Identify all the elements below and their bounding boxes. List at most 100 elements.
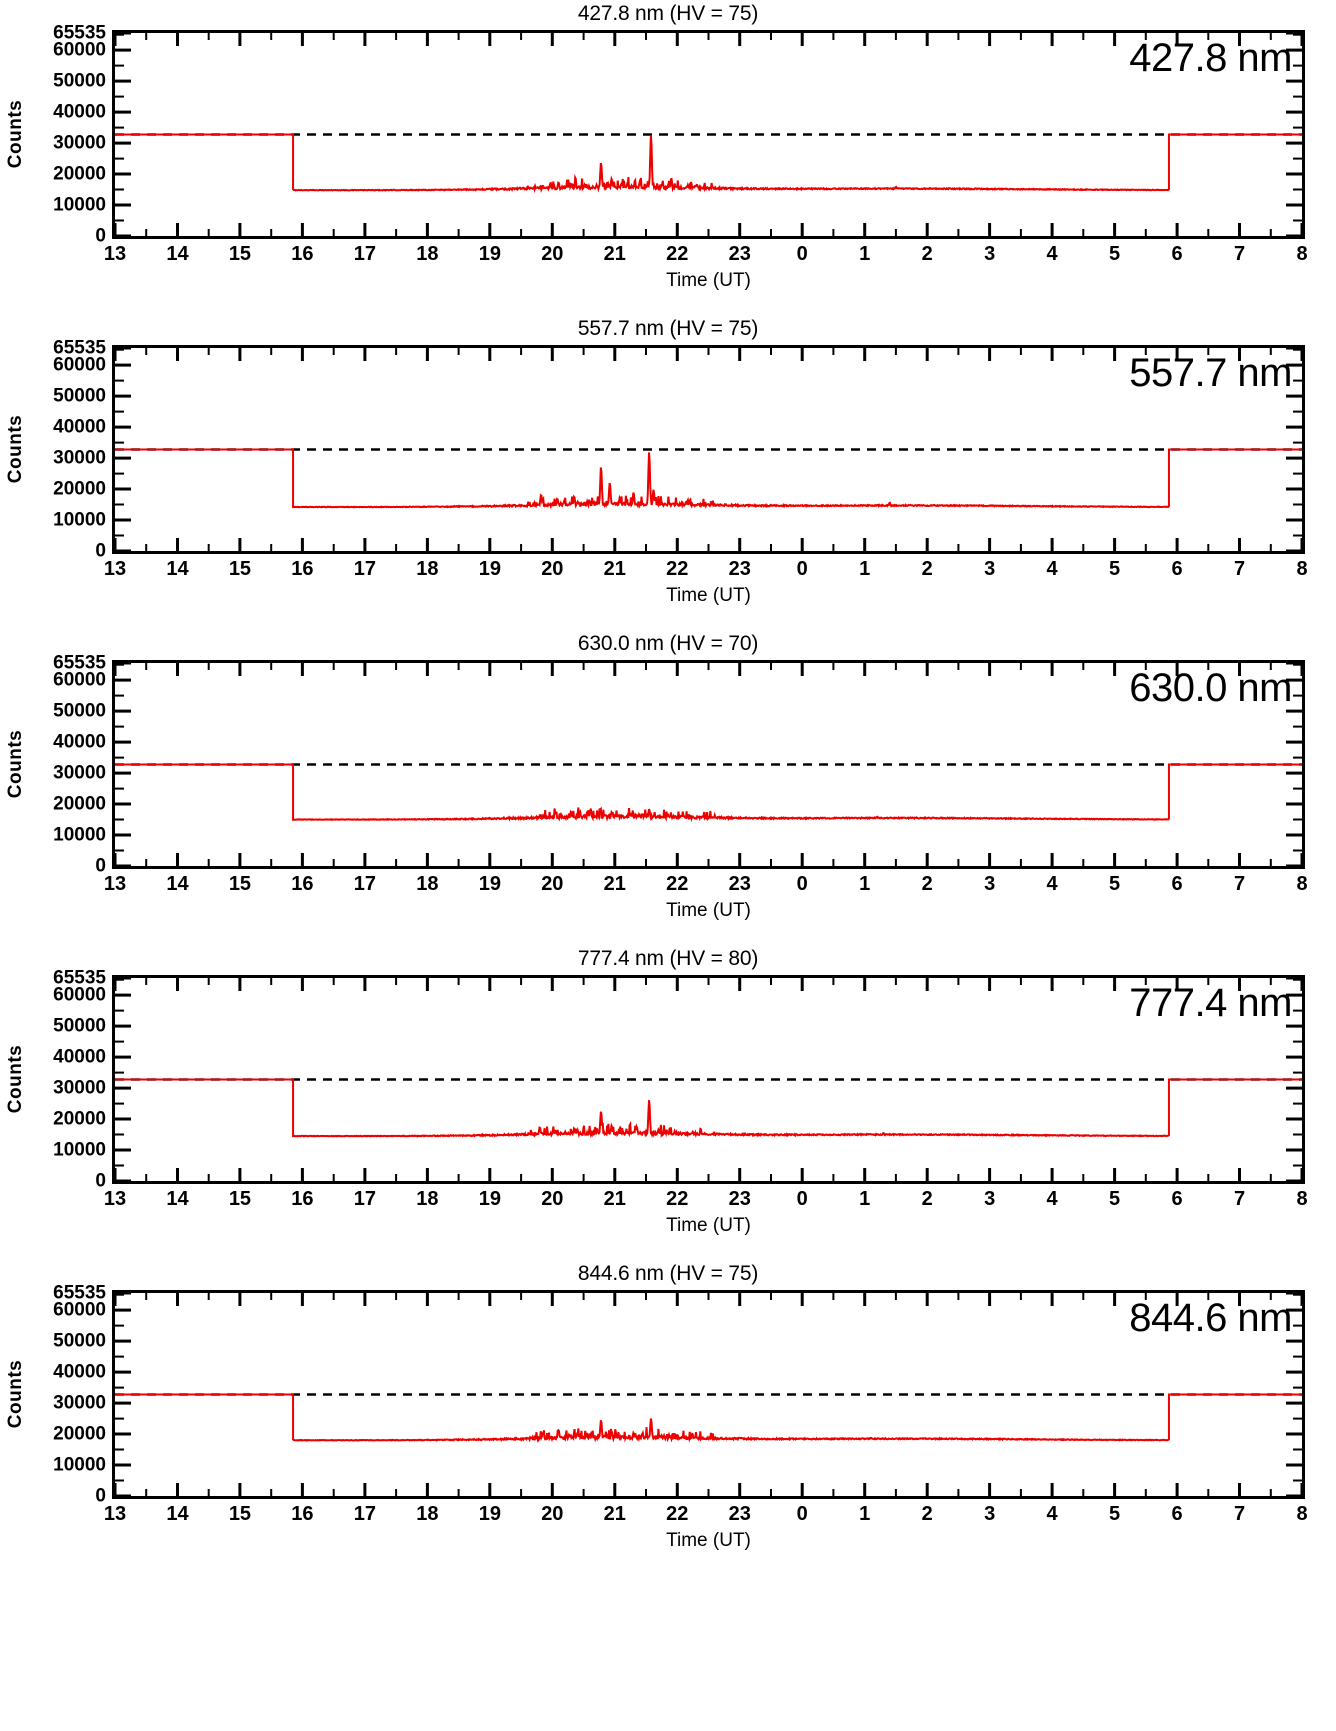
- x-tick-label: 8: [1296, 1188, 1308, 1210]
- chart-panel-427-8nm: 427.8 nm (HV = 75) Counts 0 10000 20000 30000…: [0, 0, 1336, 315]
- x-tick-label: 20: [541, 243, 564, 265]
- x-tick-label: 13: [103, 1503, 127, 1525]
- x-tick-label: 13: [103, 1188, 127, 1210]
- x-tick-label: 2: [921, 1188, 933, 1210]
- x-tick-label: 15: [228, 243, 252, 265]
- wavelength-annotation: 630.0 nm: [1129, 666, 1292, 710]
- x-tick-label: 0: [796, 558, 808, 580]
- y-tick-label: 65535: [53, 22, 106, 44]
- y-tick-label: 50000: [53, 1330, 106, 1352]
- x-tick-label: 17: [353, 1503, 377, 1525]
- y-tick-label: 60000: [53, 39, 106, 61]
- x-tick-label: 8: [1296, 558, 1308, 580]
- y-tick-label: 0: [95, 1170, 106, 1192]
- x-tick-label: 19: [478, 558, 501, 580]
- x-tick-label: 18: [416, 243, 439, 265]
- x-tick-label: 22: [666, 1503, 689, 1525]
- x-tick-label: 2: [921, 873, 933, 895]
- x-tick-label: 18: [416, 873, 439, 895]
- y-tick-label: 0: [95, 225, 106, 247]
- data-trace-844-6nm: [115, 1393, 1302, 1444]
- y-tick-labels: 0 10000 20000 30000 40000 50000 60000 65535: [0, 654, 106, 876]
- x-tick-label: 22: [666, 243, 689, 265]
- x-tick-label: 23: [728, 873, 751, 895]
- x-tick-label: 13: [103, 873, 127, 895]
- x-tick-label: 21: [603, 558, 626, 580]
- axis-ticks: [115, 33, 1302, 236]
- x-tick-label: 15: [228, 1188, 252, 1210]
- x-tick-labels: 13 14 15 16 17 18 19 20 21 22 23 0 1 2 3 4 5 6 7 8: [104, 873, 1308, 900]
- y-tick-label: 50000: [53, 700, 106, 722]
- y-tick-label: 10000: [53, 509, 106, 531]
- x-tick-label: 7: [1233, 1188, 1246, 1210]
- x-tick-label: 21: [603, 1503, 626, 1525]
- wavelength-annotation: 777.4 nm: [1129, 981, 1292, 1025]
- y-tick-label: 20000: [53, 1423, 106, 1445]
- x-tick-labels: 13 14 15 16 17 18 19 20 21 22 23 0 1 2 3 4 5 6 7 8: [104, 558, 1308, 585]
- x-tick-label: 0: [796, 1188, 808, 1210]
- y-tick-labels: 0 10000 20000 30000 40000 50000 60000 65535: [0, 339, 106, 561]
- data-trace-630-0nm: [115, 763, 1302, 823]
- y-tick-label: 65535: [53, 652, 106, 674]
- x-tick-label: 17: [353, 873, 377, 895]
- x-tick-label: 7: [1233, 243, 1246, 265]
- x-tick-label: 4: [1046, 243, 1058, 265]
- wavelength-annotation: 844.6 nm: [1129, 1296, 1292, 1340]
- panel-title: 630.0 nm (HV = 70): [577, 632, 759, 655]
- x-tick-label: 21: [603, 873, 626, 895]
- plot-area: 557.7 nm: [112, 345, 1305, 554]
- y-tick-labels: 0 10000 20000 30000 40000 50000 60000 65535: [0, 1284, 106, 1506]
- y-tick-label: 50000: [53, 385, 106, 407]
- x-axis-label: Time (UT): [666, 1215, 751, 1236]
- y-tick-label: 10000: [53, 824, 106, 846]
- y-tick-label: 20000: [53, 1108, 106, 1130]
- x-tick-label: 20: [541, 873, 564, 895]
- x-tick-label: 5: [1109, 1503, 1121, 1525]
- chart-panel-557-7nm: 557.7 nm (HV = 75) Counts 0 10000 20000 30000…: [0, 315, 1336, 630]
- y-tick-label: 50000: [53, 1015, 106, 1037]
- y-tick-label: 60000: [53, 354, 106, 376]
- x-tick-label: 22: [666, 1188, 689, 1210]
- y-tick-label: 30000: [53, 132, 106, 154]
- x-tick-label: 22: [666, 873, 689, 895]
- x-tick-label: 2: [921, 243, 933, 265]
- y-tick-label: 0: [95, 855, 106, 877]
- x-tick-label: 16: [291, 243, 314, 265]
- x-tick-label: 16: [291, 873, 314, 895]
- x-tick-label: 5: [1109, 1188, 1121, 1210]
- x-tick-label: 13: [103, 558, 127, 580]
- x-tick-label: 6: [1171, 558, 1183, 580]
- x-tick-label: 8: [1296, 1503, 1308, 1525]
- x-tick-label: 1: [859, 1188, 871, 1210]
- x-tick-label: 18: [416, 558, 439, 580]
- axis-ticks: [115, 978, 1302, 1181]
- x-tick-label: 1: [859, 243, 871, 265]
- x-tick-label: 0: [796, 243, 808, 265]
- x-tick-label: 16: [291, 1503, 314, 1525]
- plot-area: 630.0 nm: [112, 660, 1305, 869]
- panel-title: 557.7 nm (HV = 75): [577, 317, 759, 340]
- x-tick-label: 4: [1046, 1503, 1058, 1525]
- plot-area: 427.8 nm: [112, 30, 1305, 239]
- x-tick-label: 18: [416, 1188, 439, 1210]
- y-tick-labels: 0 10000 20000 30000 40000 50000 60000 65535: [0, 969, 106, 1191]
- x-axis-label: Time (UT): [666, 1530, 751, 1551]
- x-tick-label: 19: [478, 873, 501, 895]
- x-tick-label: 20: [541, 558, 564, 580]
- x-tick-label: 20: [541, 1503, 564, 1525]
- x-tick-label: 3: [984, 873, 996, 895]
- x-tick-label: 23: [728, 558, 751, 580]
- x-tick-labels: 13 14 15 16 17 18 19 20 21 22 23 0 1 2 3 4 5 6 7 8: [104, 243, 1308, 270]
- y-tick-label: 30000: [53, 1077, 106, 1099]
- x-tick-label: 4: [1046, 1188, 1058, 1210]
- x-tick-label: 16: [291, 558, 314, 580]
- x-tick-label: 1: [859, 558, 871, 580]
- y-tick-label: 65535: [53, 337, 106, 359]
- data-trace-427-8nm: [115, 133, 1302, 194]
- x-tick-label: 21: [603, 1188, 626, 1210]
- x-tick-label: 4: [1046, 558, 1058, 580]
- y-tick-label: 40000: [53, 416, 106, 438]
- y-tick-label: 65535: [53, 1282, 106, 1304]
- x-tick-label: 14: [166, 558, 189, 580]
- plot-area: 844.6 nm: [112, 1290, 1305, 1499]
